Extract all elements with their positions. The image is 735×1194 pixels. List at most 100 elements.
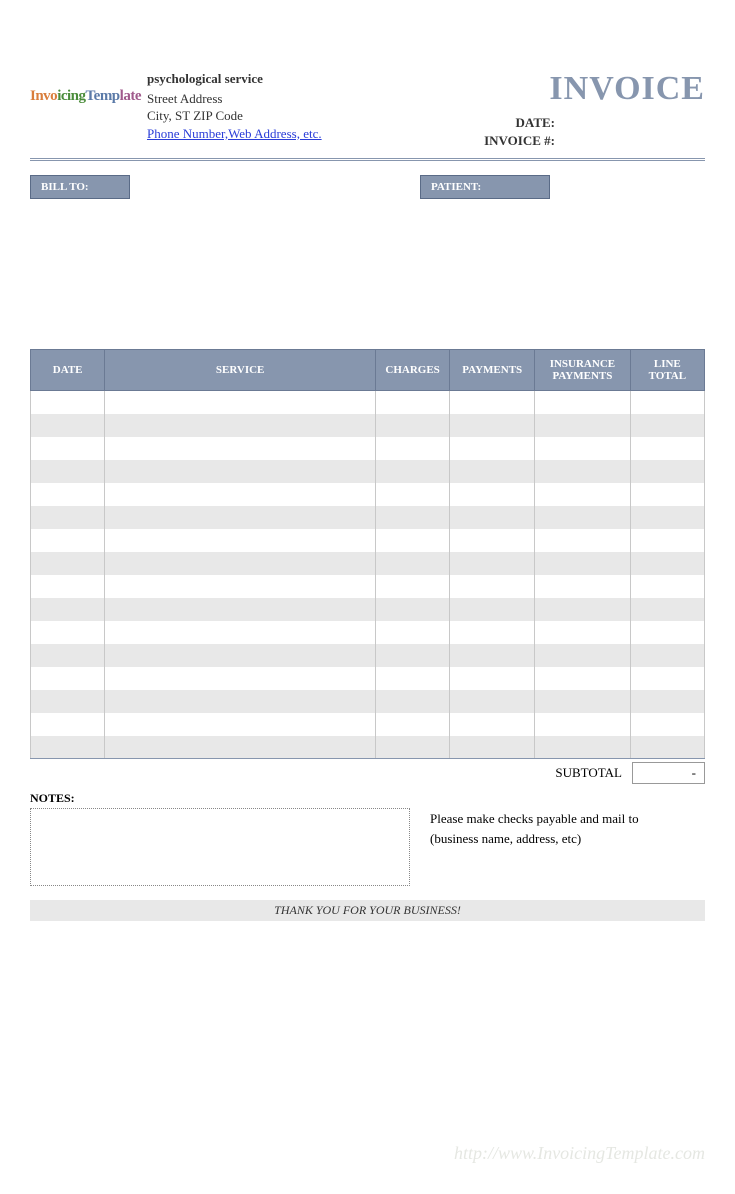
table-cell[interactable] — [375, 414, 449, 437]
table-cell[interactable] — [105, 529, 376, 552]
table-cell[interactable] — [105, 437, 376, 460]
table-cell[interactable] — [630, 506, 704, 529]
table-cell[interactable] — [31, 506, 105, 529]
table-cell[interactable] — [450, 621, 535, 644]
table-cell[interactable] — [535, 667, 631, 690]
table-cell[interactable] — [375, 575, 449, 598]
table-cell[interactable] — [630, 460, 704, 483]
table-cell[interactable] — [31, 644, 105, 667]
table-cell[interactable] — [535, 690, 631, 713]
table-cell[interactable] — [375, 598, 449, 621]
table-cell[interactable] — [450, 460, 535, 483]
table-cell[interactable] — [375, 460, 449, 483]
table-cell[interactable] — [450, 575, 535, 598]
table-cell[interactable] — [630, 667, 704, 690]
table-cell[interactable] — [31, 621, 105, 644]
table-cell[interactable] — [375, 506, 449, 529]
table-cell[interactable] — [31, 414, 105, 437]
table-cell[interactable] — [535, 644, 631, 667]
table-cell[interactable] — [31, 713, 105, 736]
table-cell[interactable] — [375, 552, 449, 575]
table-cell[interactable] — [105, 713, 376, 736]
table-cell[interactable] — [375, 621, 449, 644]
table-cell[interactable] — [535, 575, 631, 598]
table-cell[interactable] — [375, 483, 449, 506]
table-cell[interactable] — [450, 506, 535, 529]
table-cell[interactable] — [630, 552, 704, 575]
table-cell[interactable] — [450, 437, 535, 460]
table-cell[interactable] — [105, 644, 376, 667]
table-cell[interactable] — [450, 690, 535, 713]
table-cell[interactable] — [450, 644, 535, 667]
table-cell[interactable] — [105, 483, 376, 506]
table-cell[interactable] — [630, 644, 704, 667]
table-cell[interactable] — [630, 736, 704, 759]
table-cell[interactable] — [105, 506, 376, 529]
table-cell[interactable] — [31, 598, 105, 621]
table-cell[interactable] — [105, 690, 376, 713]
table-cell[interactable] — [535, 391, 631, 414]
table-cell[interactable] — [31, 736, 105, 759]
table-cell[interactable] — [535, 483, 631, 506]
table-cell[interactable] — [535, 736, 631, 759]
table-cell[interactable] — [31, 483, 105, 506]
company-contact-link[interactable]: Phone Number,Web Address, etc. — [147, 126, 322, 141]
table-cell[interactable] — [375, 667, 449, 690]
notes-box[interactable] — [30, 808, 410, 886]
table-cell[interactable] — [375, 690, 449, 713]
table-cell[interactable] — [535, 621, 631, 644]
table-cell[interactable] — [630, 621, 704, 644]
table-cell[interactable] — [450, 598, 535, 621]
table-cell[interactable] — [450, 529, 535, 552]
table-cell[interactable] — [630, 391, 704, 414]
table-cell[interactable] — [535, 437, 631, 460]
table-cell[interactable] — [535, 598, 631, 621]
table-cell[interactable] — [105, 391, 376, 414]
table-cell[interactable] — [450, 414, 535, 437]
table-cell[interactable] — [535, 552, 631, 575]
table-cell[interactable] — [535, 529, 631, 552]
table-cell[interactable] — [31, 529, 105, 552]
table-cell[interactable] — [630, 713, 704, 736]
table-cell[interactable] — [31, 437, 105, 460]
table-cell[interactable] — [535, 713, 631, 736]
table-cell[interactable] — [31, 667, 105, 690]
table-cell[interactable] — [105, 598, 376, 621]
table-cell[interactable] — [630, 575, 704, 598]
table-cell[interactable] — [630, 529, 704, 552]
table-cell[interactable] — [31, 575, 105, 598]
table-cell[interactable] — [450, 552, 535, 575]
table-cell[interactable] — [31, 391, 105, 414]
table-cell[interactable] — [630, 690, 704, 713]
table-cell[interactable] — [105, 575, 376, 598]
table-cell[interactable] — [375, 644, 449, 667]
table-cell[interactable] — [630, 437, 704, 460]
table-cell[interactable] — [450, 713, 535, 736]
table-cell[interactable] — [375, 391, 449, 414]
table-cell[interactable] — [630, 414, 704, 437]
table-cell[interactable] — [450, 736, 535, 759]
table-cell[interactable] — [375, 437, 449, 460]
table-cell[interactable] — [375, 713, 449, 736]
table-cell[interactable] — [375, 529, 449, 552]
table-cell[interactable] — [535, 460, 631, 483]
table-cell[interactable] — [105, 736, 376, 759]
table-cell[interactable] — [31, 690, 105, 713]
table-row — [31, 713, 705, 736]
table-cell[interactable] — [450, 667, 535, 690]
table-cell[interactable] — [535, 414, 631, 437]
table-cell[interactable] — [31, 552, 105, 575]
table-cell[interactable] — [535, 506, 631, 529]
table-cell[interactable] — [105, 552, 376, 575]
table-cell[interactable] — [630, 598, 704, 621]
table-cell[interactable] — [630, 483, 704, 506]
table-cell[interactable] — [450, 391, 535, 414]
table-cell[interactable] — [105, 414, 376, 437]
table-cell[interactable] — [31, 460, 105, 483]
table-cell[interactable] — [375, 736, 449, 759]
table-cell[interactable] — [105, 460, 376, 483]
table-cell[interactable] — [105, 667, 376, 690]
table-cell[interactable] — [450, 483, 535, 506]
table-cell[interactable] — [105, 621, 376, 644]
company-address-2: City, ST ZIP Code — [147, 107, 322, 125]
